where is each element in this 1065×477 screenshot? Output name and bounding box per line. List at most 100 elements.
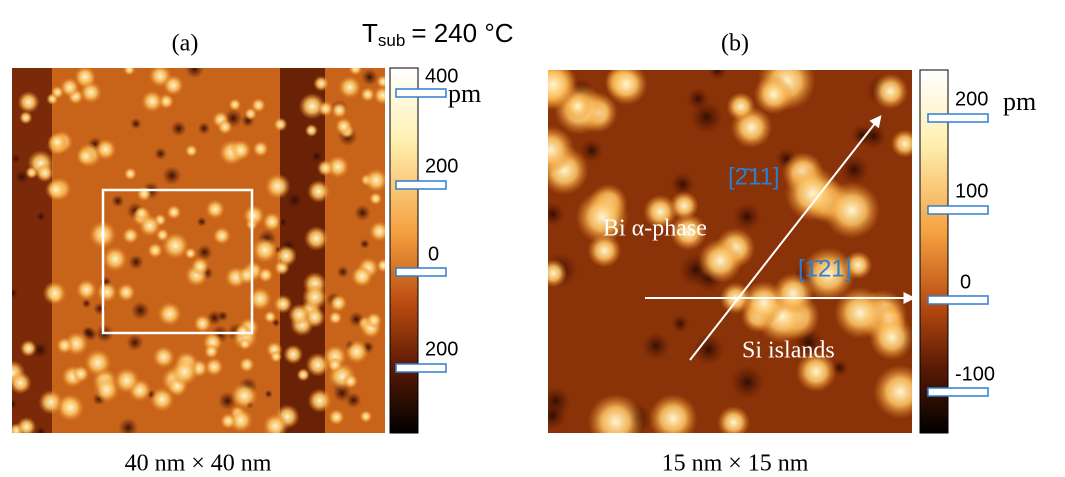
texture	[212, 226, 231, 245]
texture	[587, 233, 622, 268]
texture	[35, 163, 55, 183]
texture	[285, 191, 303, 209]
texture	[235, 324, 250, 339]
texture	[263, 310, 277, 324]
colorbar-label: 0	[428, 243, 439, 265]
texture	[19, 110, 33, 125]
texture	[642, 332, 670, 360]
texture	[327, 357, 343, 373]
texture	[170, 120, 187, 137]
texture	[302, 284, 328, 310]
texture	[205, 199, 226, 220]
texture	[147, 242, 164, 259]
texture	[343, 373, 359, 389]
texture	[35, 426, 47, 433]
texture	[262, 211, 282, 232]
texture	[262, 413, 289, 433]
texture	[350, 265, 373, 288]
texture	[196, 244, 213, 261]
texture	[365, 312, 383, 329]
texture	[197, 121, 211, 135]
texture	[17, 91, 40, 114]
texture	[317, 100, 334, 117]
texture	[81, 326, 94, 338]
texture	[14, 169, 29, 185]
title-rest: = 240 °C	[411, 18, 513, 48]
texture	[237, 265, 257, 285]
texture	[196, 216, 207, 227]
texture	[328, 310, 343, 325]
texture	[141, 90, 164, 113]
texture	[693, 334, 725, 366]
texture	[12, 154, 21, 164]
texture	[228, 408, 253, 433]
texture	[204, 357, 224, 377]
texture	[328, 408, 345, 426]
texture	[330, 101, 348, 119]
texture	[170, 357, 199, 386]
texture	[94, 138, 117, 161]
texture	[251, 97, 266, 113]
texture	[579, 138, 604, 163]
texture	[264, 173, 291, 200]
texture	[801, 247, 856, 302]
texture	[548, 125, 575, 174]
stm-image-b	[548, 70, 912, 433]
texture	[81, 298, 92, 309]
texture	[643, 194, 678, 229]
texture	[184, 144, 198, 158]
texture	[102, 246, 128, 272]
texture	[726, 92, 756, 121]
annotation: Bi α-phase	[603, 216, 707, 242]
texture	[219, 412, 237, 430]
texture	[334, 117, 353, 136]
texture	[45, 178, 68, 201]
texture	[307, 388, 332, 413]
colorbar-label: -100	[955, 363, 995, 385]
caption: 15 nm × 15 nm	[662, 451, 809, 477]
texture	[252, 140, 269, 158]
texture	[42, 281, 67, 306]
texture	[149, 387, 175, 412]
texture	[136, 186, 152, 202]
texture	[698, 238, 743, 283]
texture	[548, 401, 567, 431]
texture	[56, 337, 74, 354]
texture	[669, 213, 707, 251]
texture	[12, 398, 18, 410]
texture	[605, 70, 648, 106]
texture	[36, 211, 46, 222]
texture	[296, 368, 310, 382]
texture	[733, 202, 761, 231]
title-main: T	[362, 18, 378, 48]
texture	[59, 77, 80, 98]
texture	[345, 392, 362, 409]
texture	[252, 237, 278, 263]
texture	[130, 117, 142, 130]
texture	[138, 214, 161, 237]
texture	[242, 204, 265, 227]
texture	[304, 123, 318, 138]
texture	[79, 81, 102, 104]
texture	[364, 168, 385, 193]
texture	[575, 190, 629, 244]
texture	[288, 303, 311, 326]
texture	[313, 75, 330, 92]
texture	[872, 73, 909, 110]
texture	[130, 300, 150, 321]
title: Tsub = 240 °C	[362, 18, 514, 51]
texture	[93, 376, 120, 403]
colorbar-markers	[395, 88, 989, 397]
texture	[273, 294, 293, 314]
texture	[154, 147, 167, 161]
texture	[548, 70, 578, 110]
texture	[873, 364, 912, 419]
texture	[20, 339, 38, 357]
texture	[123, 167, 137, 181]
texture	[368, 221, 385, 242]
texture	[686, 87, 710, 110]
texture	[784, 165, 841, 222]
texture	[122, 227, 139, 245]
texture	[118, 417, 139, 433]
